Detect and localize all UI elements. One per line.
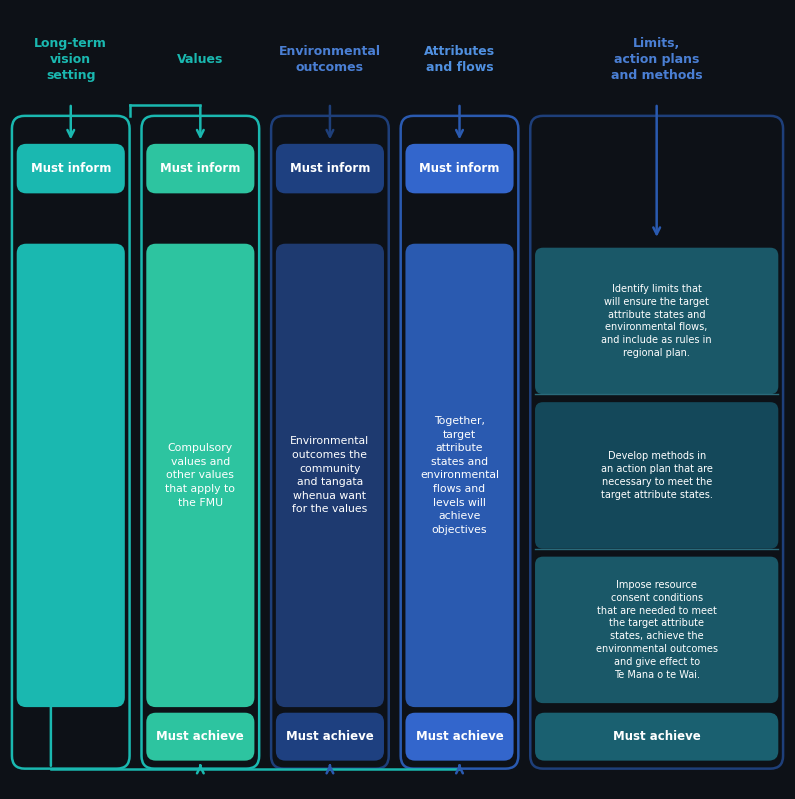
Text: Values: Values [177,54,223,66]
FancyBboxPatch shape [146,244,254,707]
Text: Must inform: Must inform [160,162,241,175]
FancyBboxPatch shape [146,144,254,193]
FancyBboxPatch shape [535,557,778,703]
Text: Develop methods in
an action plan that are
necessary to meet the
target attribut: Develop methods in an action plan that a… [601,451,712,499]
Text: Compulsory
values and
other values
that apply to
the FMU: Compulsory values and other values that … [165,443,235,507]
Text: Must achieve: Must achieve [613,730,700,743]
Text: Must inform: Must inform [419,162,500,175]
Text: Ambitious and
reasonable
goals for
freshwater, at
a freshwater
management
unit (: Ambitious and reasonable goals for fresh… [32,403,110,548]
FancyBboxPatch shape [276,144,384,193]
Text: Must achieve: Must achieve [157,730,244,743]
FancyBboxPatch shape [405,713,514,761]
FancyBboxPatch shape [405,144,514,193]
FancyBboxPatch shape [276,713,384,761]
Text: Must inform: Must inform [30,162,111,175]
Text: Environmental
outcomes the
community
and tangata
whenua want
for the values: Environmental outcomes the community and… [290,436,370,515]
Text: Impose resource
consent conditions
that are needed to meet
the target attribute
: Impose resource consent conditions that … [595,580,718,680]
Text: Limits,
action plans
and methods: Limits, action plans and methods [611,38,703,82]
FancyBboxPatch shape [535,713,778,761]
FancyBboxPatch shape [17,144,125,193]
FancyBboxPatch shape [405,244,514,707]
Text: Must achieve: Must achieve [416,730,503,743]
Text: Must achieve: Must achieve [286,730,374,743]
Text: Must inform: Must inform [289,162,370,175]
Text: Environmental
outcomes: Environmental outcomes [279,46,381,74]
FancyBboxPatch shape [17,244,125,707]
Text: Attributes
and flows: Attributes and flows [424,46,495,74]
Text: Together,
target
attribute
states and
environmental
flows and
levels will
achiev: Together, target attribute states and en… [420,416,499,535]
FancyBboxPatch shape [276,244,384,707]
FancyBboxPatch shape [535,402,778,549]
Text: Identify limits that
will ensure the target
attribute states and
environmental f: Identify limits that will ensure the tar… [601,284,712,358]
Text: Long-term
vision
setting: Long-term vision setting [34,38,107,82]
FancyBboxPatch shape [535,248,778,394]
FancyBboxPatch shape [146,713,254,761]
